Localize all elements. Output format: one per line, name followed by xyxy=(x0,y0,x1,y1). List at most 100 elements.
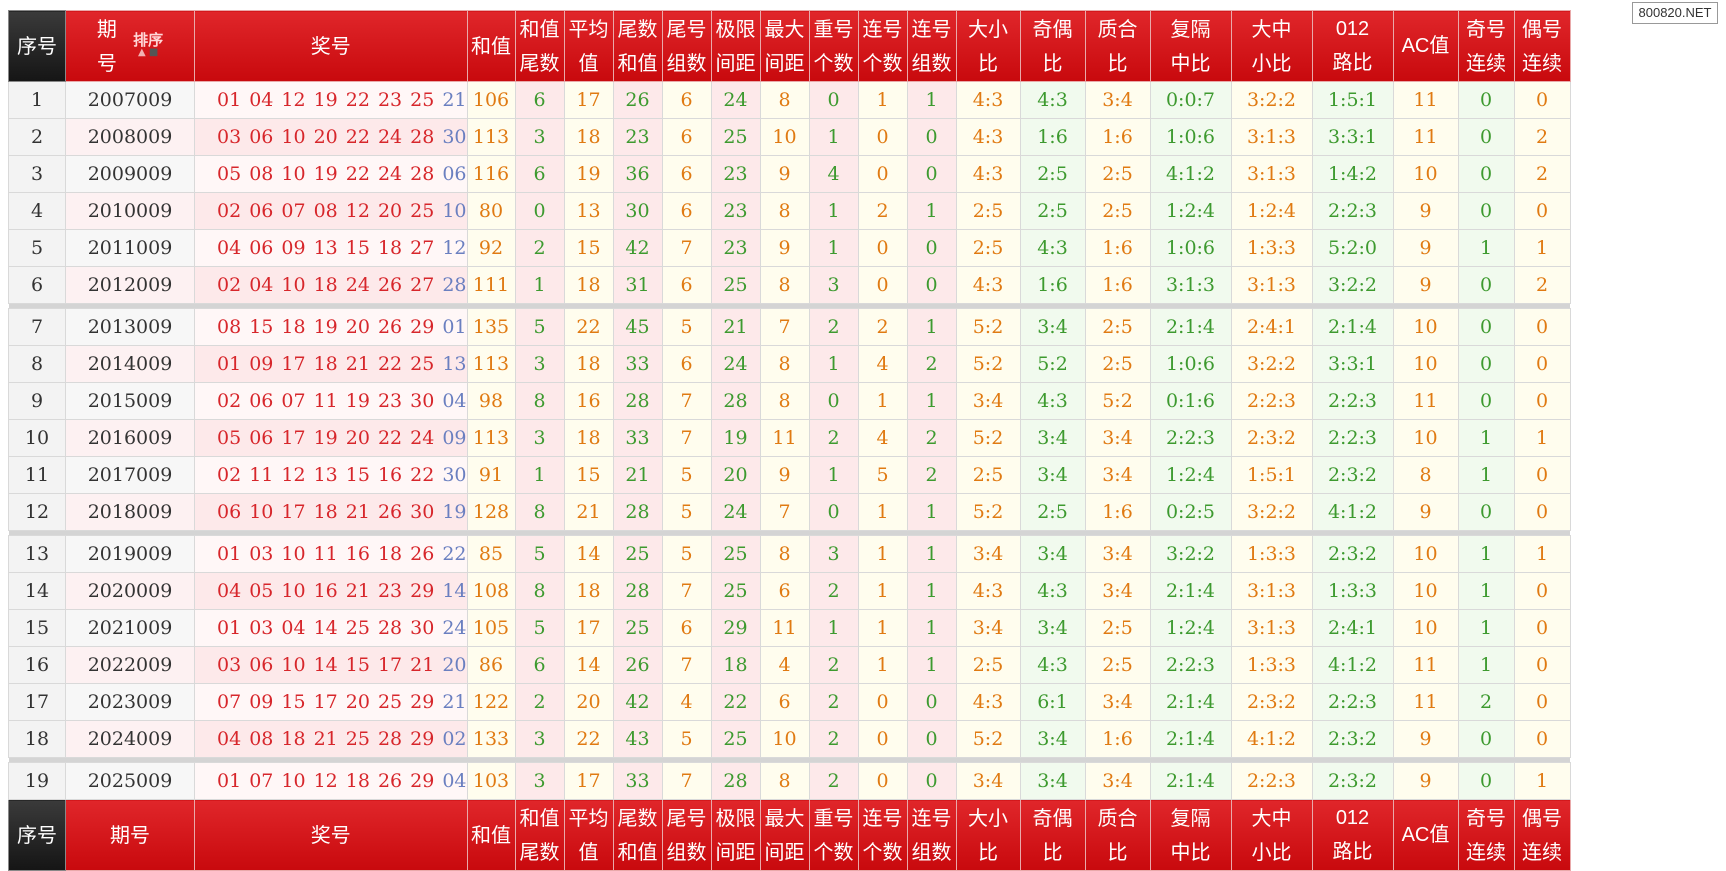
row-stat-9: 1 xyxy=(906,646,957,684)
row-stat-18: 0 xyxy=(1513,192,1571,230)
header-issue-sortable[interactable]: 期 号 排序 ▲ ■ xyxy=(65,10,195,82)
row-stat-8: 0 xyxy=(857,266,908,304)
sort-label[interactable]: 排序 xyxy=(133,32,164,49)
row-stat-3: 28 xyxy=(612,493,663,531)
row-stat-10: 4:3 xyxy=(955,118,1021,156)
row-winning-numbers: 01 03 10 11 16 18 26 22 xyxy=(194,535,468,573)
footer-col-12: 质合比 xyxy=(1084,799,1151,871)
red-ball-number: 25 xyxy=(377,691,403,713)
row-stat-14: 1:3:3 xyxy=(1230,646,1313,684)
row-stat-18: 2 xyxy=(1513,118,1571,156)
red-ball-number: 21 xyxy=(345,353,370,375)
row-stat-10: 3:4 xyxy=(955,535,1021,573)
row-stat-7: 1 xyxy=(808,118,859,156)
row-stat-18: 1 xyxy=(1513,762,1571,800)
row-stat-11: 4:3 xyxy=(1019,229,1086,267)
row-stat-14: 1:3:3 xyxy=(1230,535,1313,573)
row-stat-14: 3:1:3 xyxy=(1230,266,1313,304)
row-stat-6: 8 xyxy=(759,81,810,119)
row-issue: 2024009 xyxy=(65,720,195,758)
row-stat-0: 92 xyxy=(466,229,516,267)
red-ball-number: 06 xyxy=(249,427,274,449)
red-ball-number: 04 xyxy=(249,274,274,296)
row-stat-10: 4:3 xyxy=(955,683,1021,721)
row-stat-17: 0 xyxy=(1457,720,1515,758)
row-stat-8: 0 xyxy=(857,229,908,267)
row-stat-13: 2:1:4 xyxy=(1149,572,1232,610)
row-stat-17: 1 xyxy=(1457,419,1515,457)
row-stat-11: 2:5 xyxy=(1019,493,1086,531)
red-ball-number: 15 xyxy=(345,237,370,259)
table-row: 19 2025009 01 07 10 12 18 26 29 04 103 3 17 33 7 28 8 2 0 0… xyxy=(8,762,1571,800)
row-stat-7: 1 xyxy=(808,345,859,383)
red-ball-number: 21 xyxy=(345,580,370,602)
row-stat-12: 2:5 xyxy=(1084,155,1151,193)
row-stat-9: 2 xyxy=(906,345,957,383)
row-winning-numbers: 06 10 17 18 21 26 30 19 xyxy=(194,493,468,531)
row-stat-17: 0 xyxy=(1457,762,1515,800)
row-stat-1: 2 xyxy=(514,683,565,721)
row-issue: 2022009 xyxy=(65,646,195,684)
red-ball-number: 01 xyxy=(217,353,242,375)
header-col-8: 连号 个数 xyxy=(857,10,908,82)
row-stat-14: 1:3:3 xyxy=(1230,229,1313,267)
red-ball-number: 14 xyxy=(313,654,338,676)
row-stat-4: 6 xyxy=(661,118,712,156)
red-ball-number: 15 xyxy=(345,654,370,676)
red-ball-number: 25 xyxy=(410,353,435,375)
footer-col-1-line1: 和值 xyxy=(519,806,560,830)
row-stat-18: 0 xyxy=(1513,609,1571,647)
red-ball-number: 26 xyxy=(377,316,403,338)
red-ball-number: 01 xyxy=(217,89,242,111)
row-stat-10: 4:3 xyxy=(955,572,1021,610)
header-seq: 序号 xyxy=(8,10,66,82)
sort-descending-icon[interactable]: ■ xyxy=(148,47,159,58)
blue-ball-number: 22 xyxy=(442,543,467,565)
row-stat-6: 7 xyxy=(759,493,810,531)
header-col-4-line2: 组数 xyxy=(666,51,707,75)
footer-col-6-line1: 最大 xyxy=(764,806,805,830)
red-ball-number: 07 xyxy=(249,770,274,792)
row-seq: 16 xyxy=(8,646,66,684)
row-stat-12: 1:6 xyxy=(1084,720,1151,758)
row-issue: 2023009 xyxy=(65,683,195,721)
red-ball-number: 04 xyxy=(281,617,306,639)
red-ball-number: 17 xyxy=(377,654,403,676)
row-stat-1: 3 xyxy=(514,419,565,457)
red-ball-number: 23 xyxy=(377,580,403,602)
row-stat-18: 0 xyxy=(1513,646,1571,684)
row-stat-1: 1 xyxy=(514,456,565,494)
row-stat-7: 2 xyxy=(808,762,859,800)
red-ball-number: 12 xyxy=(313,770,338,792)
header-col-2: 平均值 xyxy=(563,10,614,82)
row-winning-numbers: 04 05 10 16 21 23 29 14 xyxy=(194,572,468,610)
header-issue-bottom: 号 xyxy=(96,51,117,75)
row-stat-3: 21 xyxy=(612,456,663,494)
footer-col-8-line1: 连号 xyxy=(862,806,903,830)
table-row: 1 2007009 01 04 12 19 22 23 25 21 106 6 17 26 6 24 8 0 1 1 4… xyxy=(8,81,1571,119)
row-stat-11: 2:5 xyxy=(1019,192,1086,230)
header-col-1: 和值 尾数 xyxy=(514,10,565,82)
red-ball-number: 23 xyxy=(377,89,403,111)
red-ball-number: 24 xyxy=(345,274,370,296)
footer-col-12-line1: 质合 xyxy=(1097,806,1138,830)
red-ball-number: 21 xyxy=(410,654,435,676)
row-stat-10: 2:5 xyxy=(955,456,1021,494)
row-stat-18: 1 xyxy=(1513,535,1571,573)
sort-control[interactable]: 排序 ▲ ■ xyxy=(133,32,164,58)
sort-ascending-icon[interactable]: ▲ xyxy=(138,47,146,58)
blue-ball-number: 30 xyxy=(442,126,467,148)
row-stat-8: 0 xyxy=(857,118,908,156)
row-stat-3: 31 xyxy=(612,266,663,304)
header-col-7: 重号 个数 xyxy=(808,10,859,82)
row-stat-17: 0 xyxy=(1457,118,1515,156)
red-ball-number: 25 xyxy=(410,89,435,111)
row-stat-11: 3:4 xyxy=(1019,720,1086,758)
row-stat-1: 8 xyxy=(514,493,565,531)
row-stat-17: 1 xyxy=(1457,229,1515,267)
footer-col-9: 连号 组数 xyxy=(906,799,957,871)
red-ball-number: 26 xyxy=(410,543,435,565)
row-stat-16: 10 xyxy=(1392,609,1459,647)
row-stat-0: 98 xyxy=(466,382,516,420)
row-stat-5: 24 xyxy=(710,81,761,119)
